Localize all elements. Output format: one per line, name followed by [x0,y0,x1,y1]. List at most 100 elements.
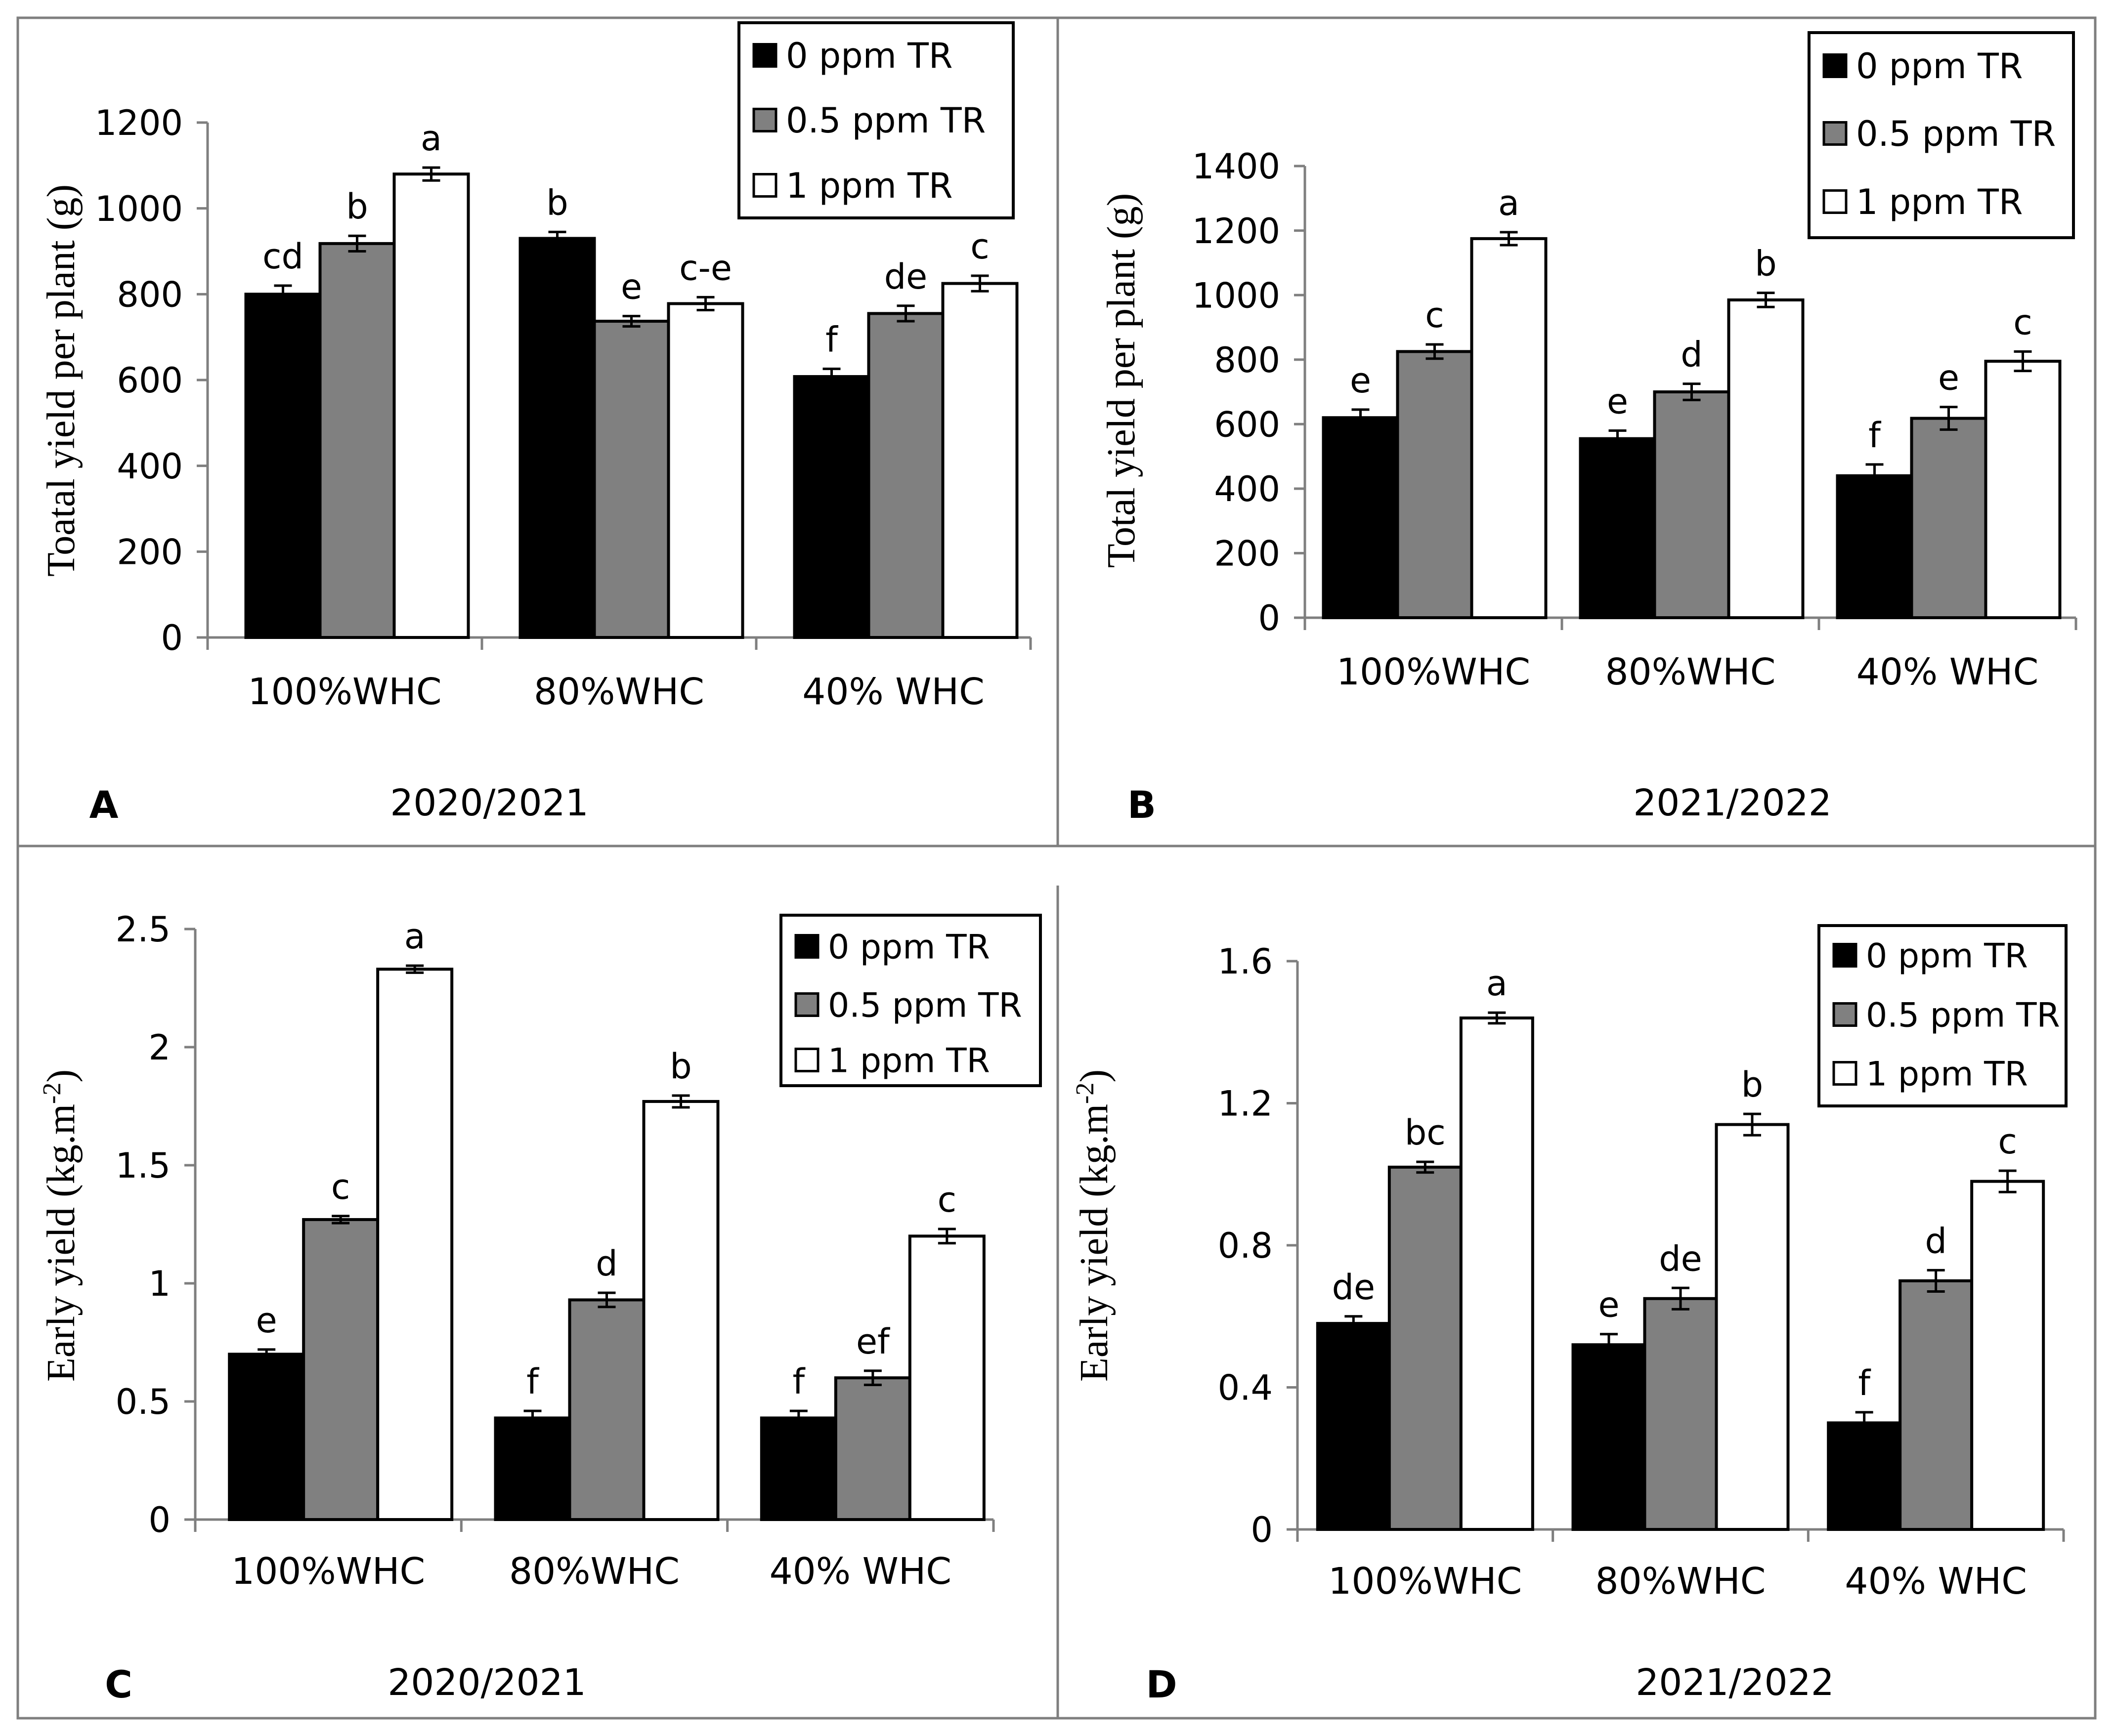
y-tick-label: 0 [161,618,183,658]
y-axis-title: Toatal yield per plant (g) [40,184,83,577]
y-axis-title-main: Early yield (kg.m [1073,1104,1116,1382]
bar [568,1298,646,1521]
y-tick-label: 1200 [95,103,183,143]
y-tick-label: 1.5 [116,1145,171,1186]
season-caption: 2020/2021 [388,1661,586,1704]
bar [1836,474,1913,619]
bar [908,1234,986,1521]
significance-letter: f [526,1361,539,1402]
x-tick-label: 100%WHC [231,1550,425,1593]
bar [518,237,596,639]
significance-letter: d [1925,1221,1946,1261]
significance-letter: c-e [679,248,732,288]
legend-swatch [1822,189,1848,214]
significance-letter: c [2013,302,2032,342]
y-tick-label: 1200 [1192,211,1280,252]
significance-letter: e [1598,1285,1619,1325]
significance-letter: b [1755,244,1776,284]
bar [1827,1421,1902,1531]
y-tick-label: 1.6 [1218,941,1273,982]
season-caption: 2021/2022 [1636,1661,1834,1704]
legend-swatch [752,43,777,68]
x-tick-label: 100%WHC [1337,651,1530,693]
significance-letter: e [621,267,642,307]
x-tick-label: 80%WHC [1605,651,1776,693]
significance-letter: cd [262,236,303,277]
legend-label: 1 ppm TR [1856,182,2023,222]
bar [1984,359,2062,619]
significance-letter: e [1607,381,1628,422]
y-axis-title-tail: ) [40,1069,83,1083]
legend-frame [779,914,1042,1087]
significance-letter: f [793,1361,806,1402]
significance-letter: d [1681,335,1702,375]
y-tick-label: 600 [117,360,183,401]
y-axis-title-main: Total yield per plant (g) [1100,193,1143,568]
x-tick-label: 80%WHC [534,671,704,713]
bar [1579,437,1656,620]
bar [1898,1279,1974,1531]
x-tick-label: 40% WHC [1856,651,2038,693]
x-tick-label: 100%WHC [248,671,441,713]
y-axis-title-tail: ) [1073,1069,1116,1083]
significance-letter: a [404,916,426,957]
y-tick-label: 1000 [95,189,183,229]
y-tick-label: 0 [1251,1510,1273,1550]
chart-panel-a: 0 200 400 600 800 1000 1200 100%WHC 80%WHC 40% WH… [40,21,1032,827]
legend-swatch [1832,1061,1857,1086]
bar [228,1353,305,1521]
bar [941,282,1019,639]
legend-label: 1 ppm TR [828,1041,990,1080]
significance-letter: f [1868,415,1881,456]
legend-label: 0 ppm TR [786,36,953,76]
y-tick-label: 0.8 [1218,1226,1273,1266]
legend-label: 1 ppm TR [1866,1055,2028,1094]
y-tick-label: 0.5 [116,1382,171,1422]
legend: 0 ppm TR 0.5 ppm TR 1 ppm TR [1817,924,2068,1107]
significance-letter: b [546,182,568,223]
bar [642,1100,720,1521]
legend-frame [737,21,1015,219]
bar [1316,1322,1391,1531]
panel-label: A [89,783,119,827]
y-tick-label: 2.5 [116,909,171,950]
bar [1571,1343,1646,1531]
significance-letter: e [1350,360,1371,401]
bar [667,302,744,639]
legend-label: 0 ppm TR [1866,936,2028,975]
significance-letter: c [331,1167,350,1207]
significance-letter: ef [856,1321,890,1362]
y-tick-label: 2 [148,1027,171,1068]
bar [760,1416,837,1521]
y-tick-label: 1000 [1192,275,1280,316]
significance-letter: de [1659,1238,1702,1279]
significance-letter: e [256,1300,277,1341]
legend-label: 0.5 ppm TR [1856,114,2056,154]
significance-letter: c [1425,295,1444,336]
legend-label: 0 ppm TR [1856,46,2023,86]
significance-letter: a [1486,963,1508,1004]
y-tick-label: 200 [117,532,183,573]
legend-frame [1808,31,2075,239]
y-tick-label: 0 [1258,598,1280,638]
bar [302,1218,380,1521]
bar [1387,1165,1463,1531]
x-tick-label: 80%WHC [1596,1560,1766,1603]
significance-letter: c [1998,1121,2017,1162]
bar [1322,416,1399,619]
significance-letter: c [970,226,990,267]
y-tick-label: 1.2 [1218,1084,1273,1124]
y-tick-label: 0.4 [1218,1368,1273,1408]
bar [494,1416,571,1521]
y-tick-label: 800 [1214,340,1280,381]
legend-swatch [794,934,820,959]
bar [1653,390,1730,619]
season-caption: 2020/2021 [390,782,589,824]
y-tick-label: 400 [117,446,183,487]
legend-swatch [1832,1002,1857,1027]
bar [376,968,454,1521]
y-tick-label: 800 [117,275,183,315]
x-tick-label: 40% WHC [770,1550,951,1593]
bar [392,172,470,639]
